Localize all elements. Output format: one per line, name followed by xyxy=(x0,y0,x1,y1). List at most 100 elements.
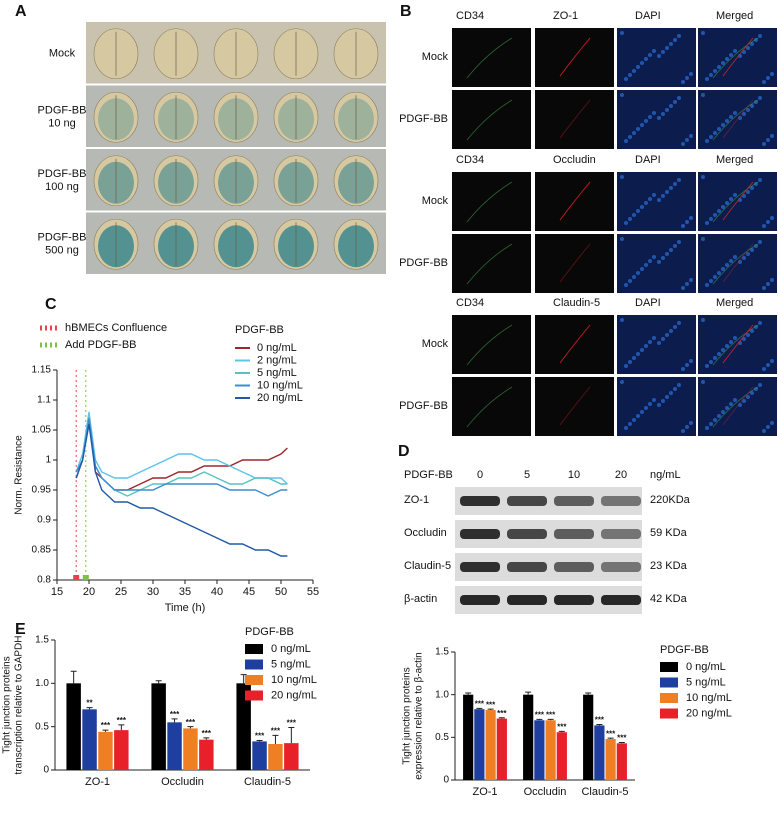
nucleus xyxy=(648,340,652,344)
y-axis-label: Tight junction proteins xyxy=(2,656,13,753)
nucleus xyxy=(721,205,725,209)
nucleus xyxy=(632,69,636,73)
nucleus xyxy=(661,112,665,116)
nucleus xyxy=(685,138,689,142)
y-tick-label: 0 xyxy=(443,775,449,786)
nucleus xyxy=(705,139,709,143)
nucleus xyxy=(677,178,681,182)
bar xyxy=(583,694,594,780)
nucleus xyxy=(640,123,644,127)
nucleus xyxy=(762,286,766,290)
nucleus xyxy=(644,119,648,123)
legend-swatch xyxy=(245,659,263,670)
nucleus xyxy=(705,364,709,368)
nucleus xyxy=(661,194,665,198)
nucleus xyxy=(721,410,725,414)
lane-label: 0 xyxy=(477,469,483,481)
y-tick-label: 0.8 xyxy=(37,575,51,586)
nucleus xyxy=(729,53,733,57)
nucleus xyxy=(733,398,737,402)
y-tick-label: 1.0 xyxy=(35,678,49,689)
bar xyxy=(66,683,81,770)
bar xyxy=(252,741,267,770)
band xyxy=(554,595,594,605)
vessel xyxy=(712,243,759,285)
nucleus xyxy=(669,42,673,46)
micrograph xyxy=(617,377,696,436)
nucleus xyxy=(766,425,770,429)
nucleus xyxy=(717,414,721,418)
nucleus xyxy=(729,197,733,201)
nucleus xyxy=(685,220,689,224)
nucleus xyxy=(673,244,677,248)
nucleus xyxy=(673,100,677,104)
nucleus xyxy=(742,399,746,403)
nucleus xyxy=(665,252,669,256)
bar xyxy=(98,731,113,770)
nucleus xyxy=(669,186,673,190)
y-tick-label: 0.5 xyxy=(35,721,49,732)
size-label: 42 KDa xyxy=(650,593,688,605)
legend-label: hBMECs Confluence xyxy=(65,322,167,334)
nucleus xyxy=(733,111,737,115)
y-axis-label: Norm. Resistance xyxy=(14,435,25,515)
nucleus xyxy=(628,217,632,221)
nucleus xyxy=(713,275,717,279)
bar xyxy=(616,743,627,780)
nucleus xyxy=(705,77,709,81)
nucleus xyxy=(713,213,717,217)
nucleus xyxy=(624,139,628,143)
legend-swatch xyxy=(245,690,263,701)
nucleus xyxy=(669,104,673,108)
column-header: DAPI xyxy=(635,154,661,166)
error-bar xyxy=(536,718,543,721)
x-tick-label: 35 xyxy=(179,586,191,598)
row-label: 10 ng xyxy=(48,118,76,130)
nucleus xyxy=(733,49,737,53)
band xyxy=(507,496,547,506)
nucleus xyxy=(689,72,693,76)
error-bar xyxy=(498,717,505,719)
significance-label: *** xyxy=(617,734,627,743)
nucleus xyxy=(770,278,774,282)
error-bar xyxy=(288,727,295,744)
micrograph xyxy=(535,90,614,149)
nucleus xyxy=(669,391,673,395)
nucleus xyxy=(681,80,685,84)
nucleus xyxy=(677,240,681,244)
column-header: Merged xyxy=(716,154,753,166)
band xyxy=(460,595,500,605)
band xyxy=(554,529,594,539)
vessel xyxy=(466,99,513,141)
nucleus xyxy=(713,69,717,73)
bar xyxy=(463,694,474,780)
nucleus xyxy=(661,399,665,403)
nucleus xyxy=(632,275,636,279)
protein-label: Claudin-5 xyxy=(404,560,451,572)
row-label: PDGF-BB xyxy=(38,232,87,244)
legend-label: 10 ng/mL xyxy=(686,692,732,704)
nucleus xyxy=(665,108,669,112)
row-label: Mock xyxy=(422,51,449,63)
significance-label: *** xyxy=(595,716,605,725)
nucleus xyxy=(766,282,770,286)
nucleus xyxy=(725,263,729,267)
column-header: Occludin xyxy=(553,154,596,166)
legend-label: 0 ng/mL xyxy=(257,342,297,354)
nucleus xyxy=(746,46,750,50)
series-line xyxy=(75,423,288,557)
significance-label: *** xyxy=(557,722,567,731)
band xyxy=(460,562,500,572)
error-bar xyxy=(618,741,625,744)
nucleus xyxy=(762,142,766,146)
micrograph xyxy=(617,90,696,149)
nucleus xyxy=(717,65,721,69)
band xyxy=(554,562,594,572)
row-label: Mock xyxy=(49,48,76,60)
nucleus xyxy=(738,116,742,120)
legend-label: 20 ng/mL xyxy=(257,392,303,404)
nucleus xyxy=(762,367,766,371)
nucleus xyxy=(677,383,681,387)
nucleus xyxy=(705,426,709,430)
nucleus xyxy=(709,279,713,283)
